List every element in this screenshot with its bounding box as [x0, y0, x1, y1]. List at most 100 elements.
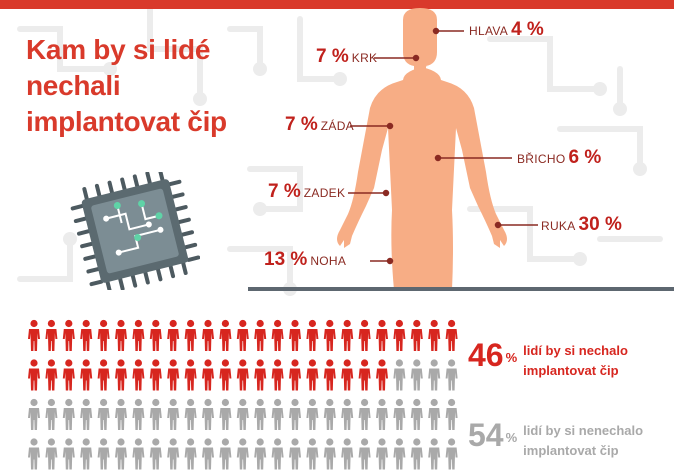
person-icon	[115, 438, 127, 470]
person-icon	[376, 319, 388, 351]
person-icon	[393, 398, 406, 430]
label-zada: 7 % ZÁDA	[285, 114, 357, 137]
stat-no-value: 54	[468, 417, 504, 453]
person-icon	[149, 359, 162, 391]
person-icon	[219, 398, 232, 430]
stat-no-text: lidí by si nenechalo implantovat čip	[523, 423, 644, 458]
label-value: 6 %	[568, 147, 602, 168]
label-name: ZÁDA	[320, 119, 354, 133]
person-icon	[428, 398, 441, 430]
person-icon	[410, 319, 423, 351]
person-icon	[236, 438, 249, 470]
person-icon	[254, 438, 267, 470]
person-icon	[236, 398, 249, 430]
person-icon	[167, 359, 180, 391]
label-name: BŘICHO	[517, 152, 566, 166]
person-icon	[132, 438, 145, 470]
label-value: 7 %	[316, 46, 349, 67]
person-icon	[341, 359, 354, 391]
label-zadek: 7 % ZADEK	[268, 181, 348, 204]
label-name: HLAVA	[469, 24, 509, 38]
person-icon	[132, 398, 145, 430]
person-icon	[376, 438, 388, 470]
person-icon	[428, 319, 441, 351]
person-icon	[28, 438, 40, 470]
person-icon	[45, 438, 58, 470]
person-icon	[202, 359, 214, 391]
person-icon	[254, 319, 267, 351]
person-icon	[167, 438, 180, 470]
stat-yes-percent: %	[505, 350, 518, 365]
person-icon	[323, 438, 336, 470]
stat-yes-text: lidí by si nechalo implantovat čip	[523, 343, 628, 378]
person-icon	[410, 398, 423, 430]
person-icon	[80, 398, 93, 430]
person-icon	[97, 398, 110, 430]
person-icon	[236, 359, 249, 391]
people-icon-grid	[28, 319, 458, 470]
person-icon	[28, 398, 40, 430]
person-icon	[115, 398, 127, 430]
person-icon	[80, 319, 93, 351]
label-name: NOHA	[310, 254, 347, 268]
person-icon	[289, 398, 301, 430]
person-icon	[184, 398, 197, 430]
person-icon	[376, 398, 388, 430]
person-icon	[149, 438, 162, 470]
human-body-icon	[248, 8, 674, 291]
person-icon	[149, 398, 162, 430]
person-icon	[167, 398, 180, 430]
label-name: RUKA	[541, 219, 576, 233]
person-icon	[184, 359, 197, 391]
circuit-background	[17, 9, 663, 296]
person-icon	[97, 438, 110, 470]
person-icon	[358, 398, 371, 430]
person-icon	[62, 319, 75, 351]
person-icon	[219, 359, 232, 391]
label-bricho: BŘICHO 6 %	[514, 147, 601, 170]
person-icon	[323, 398, 336, 430]
person-icon	[62, 398, 75, 430]
person-icon	[341, 438, 354, 470]
person-icon	[428, 438, 441, 470]
person-icon	[62, 438, 75, 470]
person-icon	[97, 359, 110, 391]
person-icon	[115, 319, 127, 351]
person-icon	[80, 359, 93, 391]
label-hlava: HLAVA 4 %	[466, 19, 544, 42]
label-noha: 13 % NOHA	[264, 249, 349, 272]
label-ruka: RUKA 30 %	[538, 214, 622, 237]
person-icon	[341, 398, 354, 430]
person-icon	[254, 359, 267, 391]
microchip-icon	[70, 172, 200, 290]
person-icon	[393, 319, 406, 351]
person-icon	[306, 359, 319, 391]
person-icon	[289, 359, 301, 391]
person-icon	[358, 359, 371, 391]
person-icon	[115, 359, 127, 391]
person-icon	[358, 319, 371, 351]
person-icon	[289, 319, 301, 351]
person-icon	[219, 319, 232, 351]
person-icon	[202, 438, 214, 470]
person-icon	[445, 398, 458, 430]
label-value: 13 %	[264, 249, 308, 270]
person-icon	[445, 438, 458, 470]
person-icon	[184, 319, 197, 351]
person-icon	[132, 359, 145, 391]
person-icon	[393, 359, 406, 391]
page-title: Kam by si lidé nechali implantovat čip	[26, 34, 227, 137]
label-name: ZADEK	[303, 186, 346, 200]
person-icon	[323, 319, 336, 351]
person-icon	[428, 359, 441, 391]
person-icon	[341, 319, 354, 351]
person-icon	[271, 398, 284, 430]
person-icon	[271, 438, 284, 470]
person-icon	[306, 438, 319, 470]
person-icon	[184, 438, 197, 470]
label-name: KRK	[351, 51, 378, 65]
person-icon	[306, 319, 319, 351]
person-icon	[271, 359, 284, 391]
person-icon	[219, 438, 232, 470]
